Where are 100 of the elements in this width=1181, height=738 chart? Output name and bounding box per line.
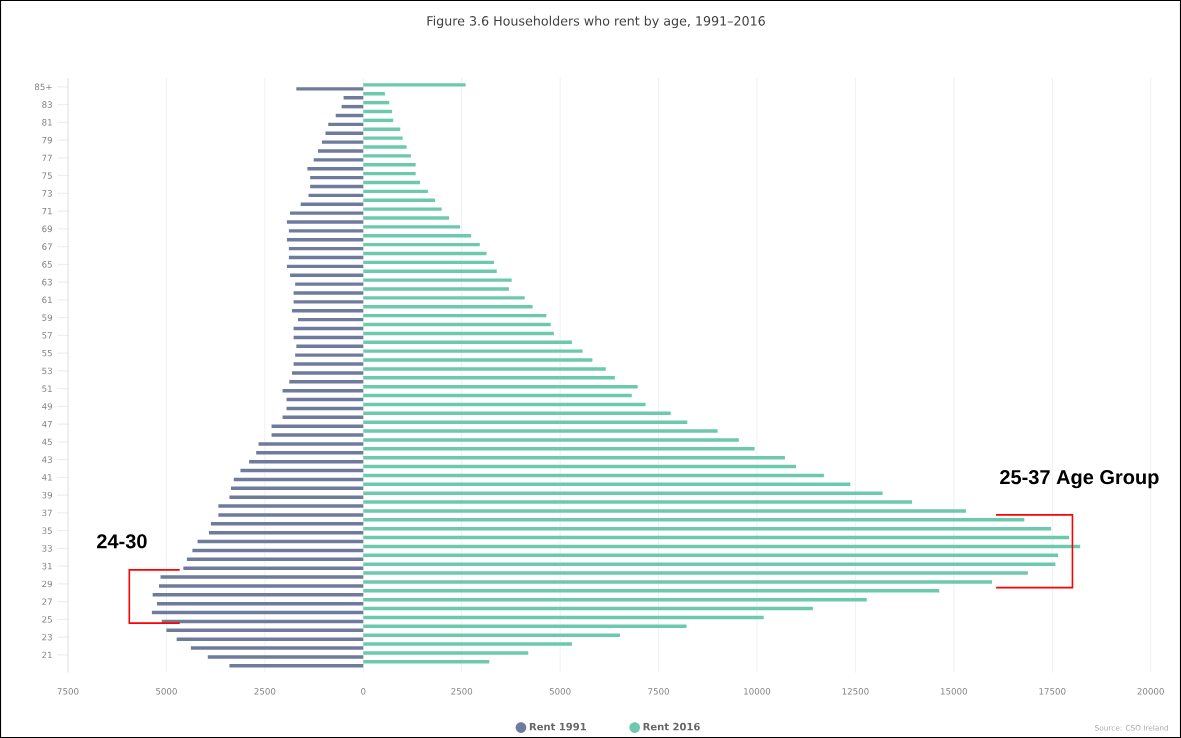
y-tick-label: 79 <box>42 136 53 144</box>
bar <box>292 371 364 375</box>
y-tick-label: 69 <box>42 225 53 233</box>
bar <box>363 358 593 362</box>
y-tick-label: 63 <box>42 278 52 286</box>
bar <box>363 660 490 664</box>
bar <box>318 149 364 153</box>
bar <box>218 504 364 508</box>
bar <box>271 433 364 437</box>
bar <box>363 296 525 300</box>
y-tick-label: 73 <box>42 190 52 197</box>
bar <box>363 154 411 158</box>
bar <box>363 562 1056 566</box>
y-tick-label: 27 <box>42 598 52 605</box>
x-tick-label: 15000 <box>940 688 968 695</box>
y-tick-label: 65 <box>42 261 52 268</box>
bar <box>363 349 583 353</box>
bar <box>229 664 364 668</box>
bar <box>210 522 364 526</box>
bar <box>256 451 364 455</box>
y-tick-label: 43 <box>42 456 52 463</box>
chart-title: Figure 3.6 Householders who rent by age, 1991–2016 <box>427 15 765 29</box>
bar <box>363 287 509 291</box>
x-tick-label: 2500 <box>254 688 276 695</box>
legend-label: Rent 1991 <box>529 722 586 731</box>
bar <box>207 655 364 659</box>
bar <box>363 145 407 149</box>
y-tick-label: 23 <box>42 633 52 641</box>
legend-label: Rent 2016 <box>643 722 700 731</box>
bar <box>363 420 688 424</box>
bar <box>363 136 403 140</box>
y-tick-label: 47 <box>42 420 52 428</box>
bar <box>286 220 364 224</box>
bar <box>363 216 450 220</box>
y-tick-label: 83 <box>42 101 52 108</box>
x-tick-label: 7500 <box>648 688 669 695</box>
bar <box>293 300 364 304</box>
y-tick-label: 21 <box>42 651 52 659</box>
bar <box>190 646 364 650</box>
bar <box>313 158 364 162</box>
bar <box>363 518 1025 522</box>
bar <box>183 566 364 570</box>
y-tick-label: 37 <box>42 509 52 517</box>
bar <box>363 589 940 593</box>
y-tick-label: 55 <box>42 349 52 357</box>
bar <box>363 278 512 282</box>
annotation: 24-30 <box>97 534 147 549</box>
x-tick-label: 0 <box>361 688 366 695</box>
bar <box>229 495 364 499</box>
bar <box>160 575 364 579</box>
x-tick-label: 5000 <box>549 688 571 695</box>
bar <box>152 593 364 597</box>
y-tick-label: 35 <box>42 527 52 534</box>
x-tick-label: 20000 <box>1137 688 1164 695</box>
bar <box>363 633 620 637</box>
bar <box>289 380 364 384</box>
x-tick-label: 17500 <box>1039 688 1066 695</box>
x-tick-label: 5000 <box>156 688 177 695</box>
bar <box>258 442 364 446</box>
bar <box>363 651 529 655</box>
y-tick-label: 45 <box>42 438 52 446</box>
bar <box>363 491 883 495</box>
bar <box>363 438 739 442</box>
bar <box>363 571 1028 575</box>
bar <box>363 83 466 87</box>
y-tick-label: 75 <box>42 172 52 179</box>
y-tick-label: 51 <box>42 385 52 392</box>
bar <box>363 500 913 504</box>
bar <box>363 642 572 646</box>
y-tick-label: 33 <box>42 545 52 552</box>
bar <box>363 447 755 451</box>
x-tick-label: 7500 <box>57 688 79 695</box>
y-tick-label: 57 <box>42 332 52 339</box>
bar <box>321 140 364 144</box>
y-tick-label: 29 <box>42 580 53 588</box>
annotation: 25-37 Age Group <box>1000 470 1159 489</box>
x-tick-label: 10000 <box>744 688 771 695</box>
bar <box>363 367 606 371</box>
bar <box>293 362 364 366</box>
bar <box>271 424 364 428</box>
y-tick-label: 25 <box>42 616 52 623</box>
bar <box>218 513 364 517</box>
bar <box>295 282 364 286</box>
x-tick-label: 12500 <box>842 688 869 695</box>
bar <box>296 87 364 91</box>
bar <box>292 309 364 313</box>
bar <box>363 225 461 229</box>
y-tick-label: 81 <box>42 119 52 126</box>
y-tick-label: 61 <box>42 296 52 304</box>
bar <box>363 429 718 433</box>
bar <box>158 584 364 588</box>
bar <box>293 291 364 295</box>
y-tick-label: 49 <box>42 403 53 410</box>
y-tick-label: 31 <box>42 562 52 570</box>
y-tick-label: 41 <box>42 474 52 481</box>
y-tick-label: 85+ <box>34 83 52 91</box>
y-tick-label: 71 <box>42 207 52 215</box>
y-tick-label: 67 <box>42 243 52 250</box>
bar <box>295 353 364 357</box>
y-tick-label: 39 <box>42 491 53 499</box>
